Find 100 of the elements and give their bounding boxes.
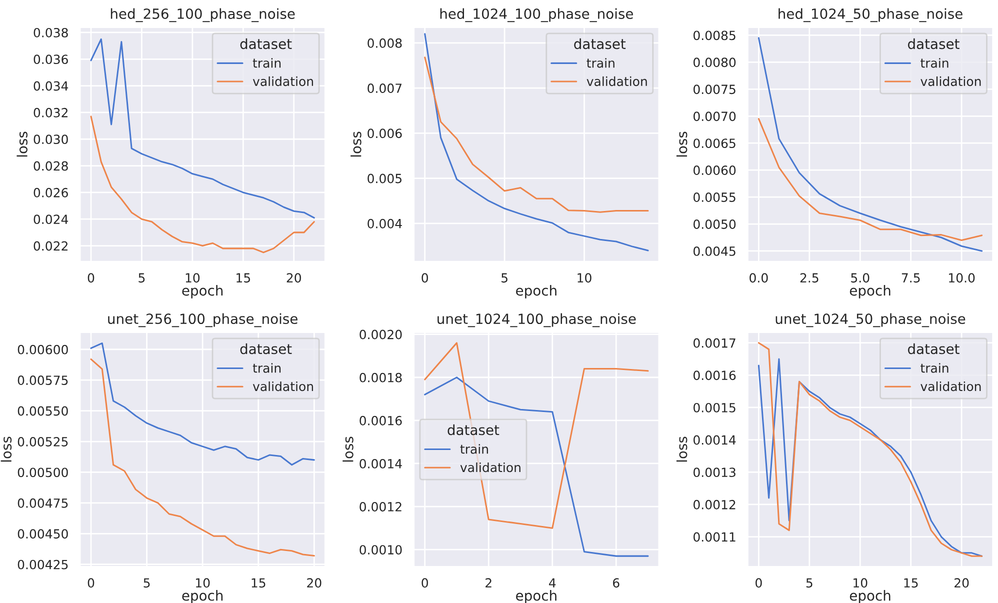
y-tick-label: 0.030 xyxy=(34,134,68,144)
chart-title: unet_1024_50_phase_noise xyxy=(776,313,966,328)
legend-label: validation xyxy=(252,76,314,86)
y-axis-title: loss xyxy=(350,132,362,157)
x-axis-title: epoch xyxy=(850,284,890,298)
x-tick-label: 20 xyxy=(286,273,301,283)
y-axis-title: loss xyxy=(676,436,688,462)
x-axis-title: epoch xyxy=(182,590,223,603)
line-series xyxy=(424,376,649,557)
x-tick-label: 20 xyxy=(954,578,969,588)
chart-title: unet_256_100_phase_noise xyxy=(108,313,298,328)
y-tick-label: 0.005 xyxy=(368,174,402,184)
y-axis-title: loss xyxy=(0,436,12,462)
y-tick-label: 0.0015 xyxy=(694,402,736,412)
line-series xyxy=(758,37,983,252)
x-tick-label: 5.0 xyxy=(851,273,870,283)
legend-title: dataset xyxy=(240,38,292,50)
legend-title: dataset xyxy=(448,424,500,436)
x-tick-label: 0 xyxy=(88,273,94,283)
x-tick-label: 20 xyxy=(307,578,322,588)
x-tick-label: 5 xyxy=(138,273,145,283)
y-tick-label: 0.032 xyxy=(34,108,68,118)
y-tick-label: 0.00525 xyxy=(18,436,68,446)
legend-label: validation xyxy=(920,381,981,392)
y-tick-label: 0.00575 xyxy=(18,376,68,386)
y-tick-label: 0.0017 xyxy=(694,338,736,348)
legend-label: train xyxy=(920,58,948,68)
legend-label: train xyxy=(586,58,614,68)
y-tick-label: 0.00450 xyxy=(18,529,68,539)
y-tick-label: 0.034 xyxy=(34,81,68,91)
legend-label: validation xyxy=(252,381,314,392)
y-tick-label: 0.022 xyxy=(34,241,68,251)
y-tick-label: 0.0013 xyxy=(694,468,736,478)
y-tick-label: 0.0018 xyxy=(360,372,402,382)
y-tick-label: 0.00500 xyxy=(18,468,68,478)
x-tick-label: 5 xyxy=(144,578,150,588)
y-tick-label: 0.00600 xyxy=(18,344,68,354)
legend-label: train xyxy=(460,444,488,454)
x-tick-label: 10 xyxy=(186,273,200,283)
y-tick-label: 0.007 xyxy=(368,84,402,93)
legend-label: validation xyxy=(920,76,981,86)
line-series xyxy=(90,342,315,466)
line-series xyxy=(424,33,649,252)
x-tick-label: 15 xyxy=(904,578,918,588)
line-series xyxy=(90,38,315,219)
y-tick-label: 0.0014 xyxy=(360,458,402,468)
legend-title: dataset xyxy=(574,38,626,50)
legend-label: validation xyxy=(586,76,647,86)
legend-label: validation xyxy=(460,462,520,472)
legend-title: dataset xyxy=(908,38,960,50)
y-tick-label: 0.024 xyxy=(34,214,68,224)
x-tick-label: 6 xyxy=(613,578,620,588)
x-tick-label: 7.5 xyxy=(902,273,920,283)
y-tick-label: 0.004 xyxy=(368,218,402,228)
y-tick-label: 0.0060 xyxy=(694,166,736,176)
line-series xyxy=(424,56,649,213)
y-tick-label: 0.036 xyxy=(34,54,68,64)
y-tick-label: 0.0065 xyxy=(694,138,736,148)
y-tick-label: 0.0050 xyxy=(694,219,736,229)
x-tick-label: 2.5 xyxy=(800,273,818,283)
x-axis-title: epoch xyxy=(516,590,556,603)
chart-title: unet_1024_100_phase_noise xyxy=(438,313,636,328)
y-tick-label: 0.0016 xyxy=(360,416,402,426)
x-tick-label: 10.0 xyxy=(949,273,975,283)
y-tick-label: 0.0014 xyxy=(694,435,736,445)
y-tick-label: 0.0045 xyxy=(694,246,736,256)
y-tick-label: 0.0070 xyxy=(694,112,736,122)
y-tick-label: 0.0020 xyxy=(360,330,402,340)
y-tick-label: 0.0016 xyxy=(694,370,736,380)
x-tick-label: 15 xyxy=(236,273,250,283)
y-tick-label: 0.006 xyxy=(368,128,402,138)
x-axis-title: epoch xyxy=(850,590,890,603)
legend-label: train xyxy=(252,363,281,373)
y-tick-label: 0.038 xyxy=(34,28,68,38)
y-axis-title: loss xyxy=(676,132,688,157)
chart-title: hed_256_100_phase_noise xyxy=(110,8,295,22)
y-tick-label: 0.00550 xyxy=(18,406,68,416)
x-axis-title: epoch xyxy=(516,284,556,298)
x-tick-label: 10 xyxy=(578,273,592,283)
line-series xyxy=(90,358,315,557)
chart-title: hed_1024_50_phase_noise xyxy=(778,8,962,22)
line-series xyxy=(424,342,649,529)
legend-label: train xyxy=(920,363,948,373)
line-series xyxy=(758,118,983,241)
x-tick-label: 0 xyxy=(422,578,428,588)
y-tick-label: 0.0011 xyxy=(694,532,736,542)
y-tick-label: 0.00475 xyxy=(18,498,68,508)
y-axis-title: loss xyxy=(16,132,28,157)
y-tick-label: 0.0055 xyxy=(694,192,736,202)
y-tick-label: 0.028 xyxy=(34,161,68,171)
y-tick-label: 0.0075 xyxy=(694,84,736,94)
line-series xyxy=(90,116,315,254)
x-tick-label: 0 xyxy=(422,273,428,283)
x-tick-label: 10 xyxy=(196,578,210,588)
legend-title: dataset xyxy=(908,343,960,354)
x-tick-label: 5 xyxy=(806,578,812,588)
x-axis-title: epoch xyxy=(182,284,223,298)
y-tick-label: 0.0080 xyxy=(694,58,736,68)
y-tick-label: 0.0012 xyxy=(360,502,402,512)
x-tick-label: 0 xyxy=(88,578,94,588)
